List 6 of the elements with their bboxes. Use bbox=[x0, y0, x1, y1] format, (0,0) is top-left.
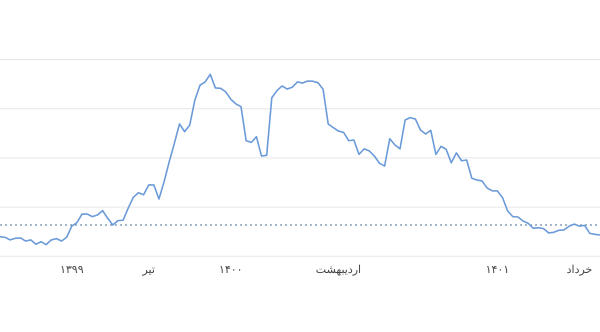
x-tick: ۱۴۰۱ bbox=[486, 263, 510, 276]
x-tick: تیر bbox=[142, 263, 155, 276]
x-tick: ۱۳۹۹ bbox=[60, 263, 84, 276]
x-tick: خرداد bbox=[566, 263, 592, 276]
x-tick: ۱۴۰۰ bbox=[218, 263, 243, 276]
x-tick: اردیبهشت bbox=[316, 263, 362, 276]
